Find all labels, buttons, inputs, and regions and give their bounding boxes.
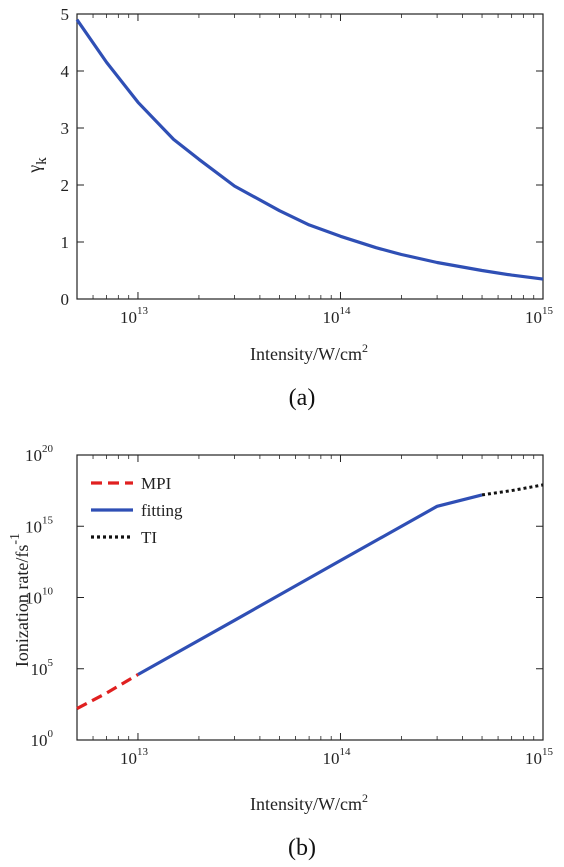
panel-a-y-tick-label: 2 [61, 176, 70, 195]
panel-a-x-tick-label: 1013 [120, 305, 149, 327]
panel-b-y-ticks: 100 105 1010 1015 1020 [25, 443, 543, 750]
panel-b-series-line-mpi [76, 673, 139, 711]
panel-b-series [76, 483, 544, 711]
panel-b-y-tick-label: 1010 [25, 586, 54, 608]
panel-a-x-label-main: Intensity/W/cm [250, 344, 362, 364]
panel-a-y-tick-label: 0 [61, 290, 70, 309]
panel-a-caption: (a) [289, 385, 316, 411]
panel-a-y-tick-label: 1 [61, 233, 70, 252]
panel-a-y-label-sub: k [34, 157, 50, 165]
panel-a-y-tick-label: 3 [61, 119, 70, 138]
panel-b-y-tick-label: 105 [31, 657, 54, 679]
panel-b: 100 105 1010 1015 1020 1013 1014 1015 MPI fitti… [8, 443, 554, 861]
panel-a-y-tick-label: 5 [61, 5, 70, 24]
panel-a-x-tick-label: 1015 [525, 305, 554, 327]
panel-b-x-tick-label: 1014 [322, 746, 351, 768]
panel-b-y-axis-label: Ionization rate/fs-1 [8, 533, 32, 667]
legend-label-ti: TI [141, 528, 157, 547]
panel-b-series-line-ti [481, 483, 544, 497]
panel-b-y-tick-label: 100 [31, 728, 54, 750]
panel-a-x-label-sup: 2 [362, 341, 368, 355]
panel-a-y-ticks: 0 1 2 3 4 5 [61, 5, 543, 309]
panel-b-legend: MPI fitting TI [91, 474, 183, 547]
panel-b-y-tick-label: 1015 [25, 514, 54, 536]
panel-b-x-label-main: Intensity/W/cm [250, 794, 362, 814]
panel-a-x-tick-label: 1014 [322, 305, 351, 327]
panel-b-x-label-sup: 2 [362, 791, 368, 805]
panel-b-caption: (b) [288, 835, 316, 861]
panel-b-x-tick-label: 1015 [525, 746, 554, 768]
panel-a-y-axis-label: γk [24, 157, 50, 174]
panel-a-x-axis-label: Intensity/W/cm2 [250, 341, 368, 364]
panel-b-x-axis-label: Intensity/W/cm2 [250, 791, 368, 814]
panel-a-y-tick-label: 4 [61, 62, 70, 81]
panel-b-y-tick-label: 1020 [25, 443, 54, 465]
legend-label-mpi: MPI [141, 474, 172, 493]
panel-a-y-label-main: γ [24, 165, 44, 174]
panel-b-y-label-sup: -1 [8, 533, 23, 545]
panel-b-x-ticks: 1013 1014 1015 [76, 455, 554, 768]
panel-a-series-line-0 [75, 18, 544, 281]
panel-b-y-label-main: Ionization rate/fs [12, 545, 32, 667]
panel-a-x-ticks: 1013 1014 1015 [76, 14, 554, 327]
legend-label-fitting: fitting [141, 501, 183, 520]
panel-b-series-line-fitting [137, 493, 483, 676]
panel-a-series [75, 18, 544, 281]
panel-a-plot-frame [76, 13, 544, 300]
panel-b-x-tick-label: 1013 [120, 746, 149, 768]
